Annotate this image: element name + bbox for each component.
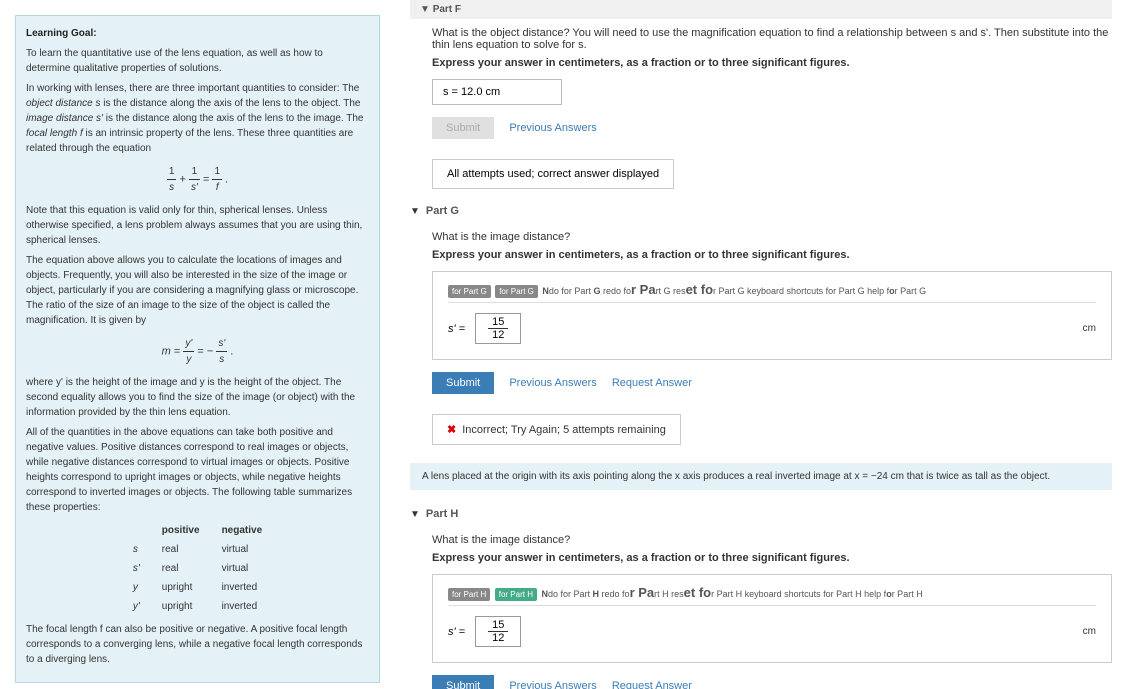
learning-p2: Note that this equation is valid only fo… (26, 203, 369, 248)
part-g-instruct: Express your answer in centimeters, as a… (432, 249, 1112, 261)
part-g-feedback: ✖Incorrect; Try Again; 5 attempts remain… (432, 414, 681, 445)
formula-toolbar[interactable]: for Part G for Part G Ndo for Part G red… (448, 282, 1096, 303)
part-g-variable: s' = (448, 323, 465, 335)
unit-label: cm (1083, 626, 1096, 637)
part-g-content: What is the image distance? Express your… (410, 231, 1112, 453)
learning-p6: The focal length f can also be positive … (26, 622, 369, 667)
part-g-question: What is the image distance? (432, 231, 1112, 243)
part-f-label: ▼ Part F (410, 0, 1112, 19)
part-h-instruct: Express your answer in centimeters, as a… (432, 552, 1112, 564)
part-f-previous-link[interactable]: Previous Answers (509, 122, 596, 134)
lens-equation: 1s + 1s' = 1f . (26, 164, 369, 195)
formula-toolbar[interactable]: for Part H for Part H Ndo for Part H red… (448, 585, 1096, 606)
part-g-request-link[interactable]: Request Answer (612, 377, 692, 389)
part-f-answer-box: s = 12.0 cm (432, 79, 562, 105)
part-h-header[interactable]: ▼Part H (410, 500, 1112, 528)
part-h-variable: s' = (448, 626, 465, 638)
part-g-previous-link[interactable]: Previous Answers (509, 377, 596, 389)
part-h-fraction-input[interactable]: 15 12 (475, 616, 521, 647)
sign-table: positivenegative srealvirtual s'realvirt… (121, 520, 274, 617)
part-f-submit-button: Submit (432, 117, 494, 139)
part-h-submit-button[interactable]: Submit (432, 675, 494, 689)
part-g-submit-button[interactable]: Submit (432, 372, 494, 394)
part-h-previous-link[interactable]: Previous Answers (509, 680, 596, 689)
learning-p4: where y' is the height of the image and … (26, 375, 369, 420)
part-g-header[interactable]: ▼Part G (410, 197, 1112, 225)
part-f-feedback: All attempts used; correct answer displa… (432, 159, 674, 189)
learning-p5: All of the quantities in the above equat… (26, 425, 369, 515)
learning-intro: To learn the quantitative use of the len… (26, 46, 369, 76)
unit-label: cm (1083, 323, 1096, 334)
part-h-content: What is the image distance? Express your… (410, 534, 1112, 689)
part-g-fraction-input[interactable]: 15 12 (475, 313, 521, 344)
learning-goal-title: Learning Goal: (26, 26, 369, 41)
part-g-formula-box[interactable]: for Part G for Part G Ndo for Part G red… (432, 271, 1112, 360)
learning-box: Learning Goal: To learn the quantitative… (15, 15, 380, 683)
part-h-question: What is the image distance? (432, 534, 1112, 546)
part-f-question: What is the object distance? You will ne… (432, 27, 1112, 51)
part-f-content: What is the object distance? You will ne… (410, 27, 1112, 197)
incorrect-icon: ✖ (447, 424, 456, 436)
questions-panel: ▼ Part F What is the object distance? Yo… (395, 0, 1127, 689)
scenario-info: A lens placed at the origin with its axi… (410, 463, 1112, 490)
magnification-equation: m = y'y = − s's . (26, 336, 369, 367)
part-h-formula-box[interactable]: for Part H for Part H Ndo for Part H red… (432, 574, 1112, 663)
part-f-instruct: Express your answer in centimeters, as a… (432, 57, 1112, 69)
learning-goal-panel: Learning Goal: To learn the quantitative… (0, 0, 395, 689)
collapse-icon: ▼ (410, 509, 420, 520)
part-h-request-link[interactable]: Request Answer (612, 680, 692, 689)
collapse-icon: ▼ (410, 206, 420, 217)
learning-p1: In working with lenses, there are three … (26, 81, 369, 156)
learning-p3: The equation above allows you to calcula… (26, 253, 369, 328)
